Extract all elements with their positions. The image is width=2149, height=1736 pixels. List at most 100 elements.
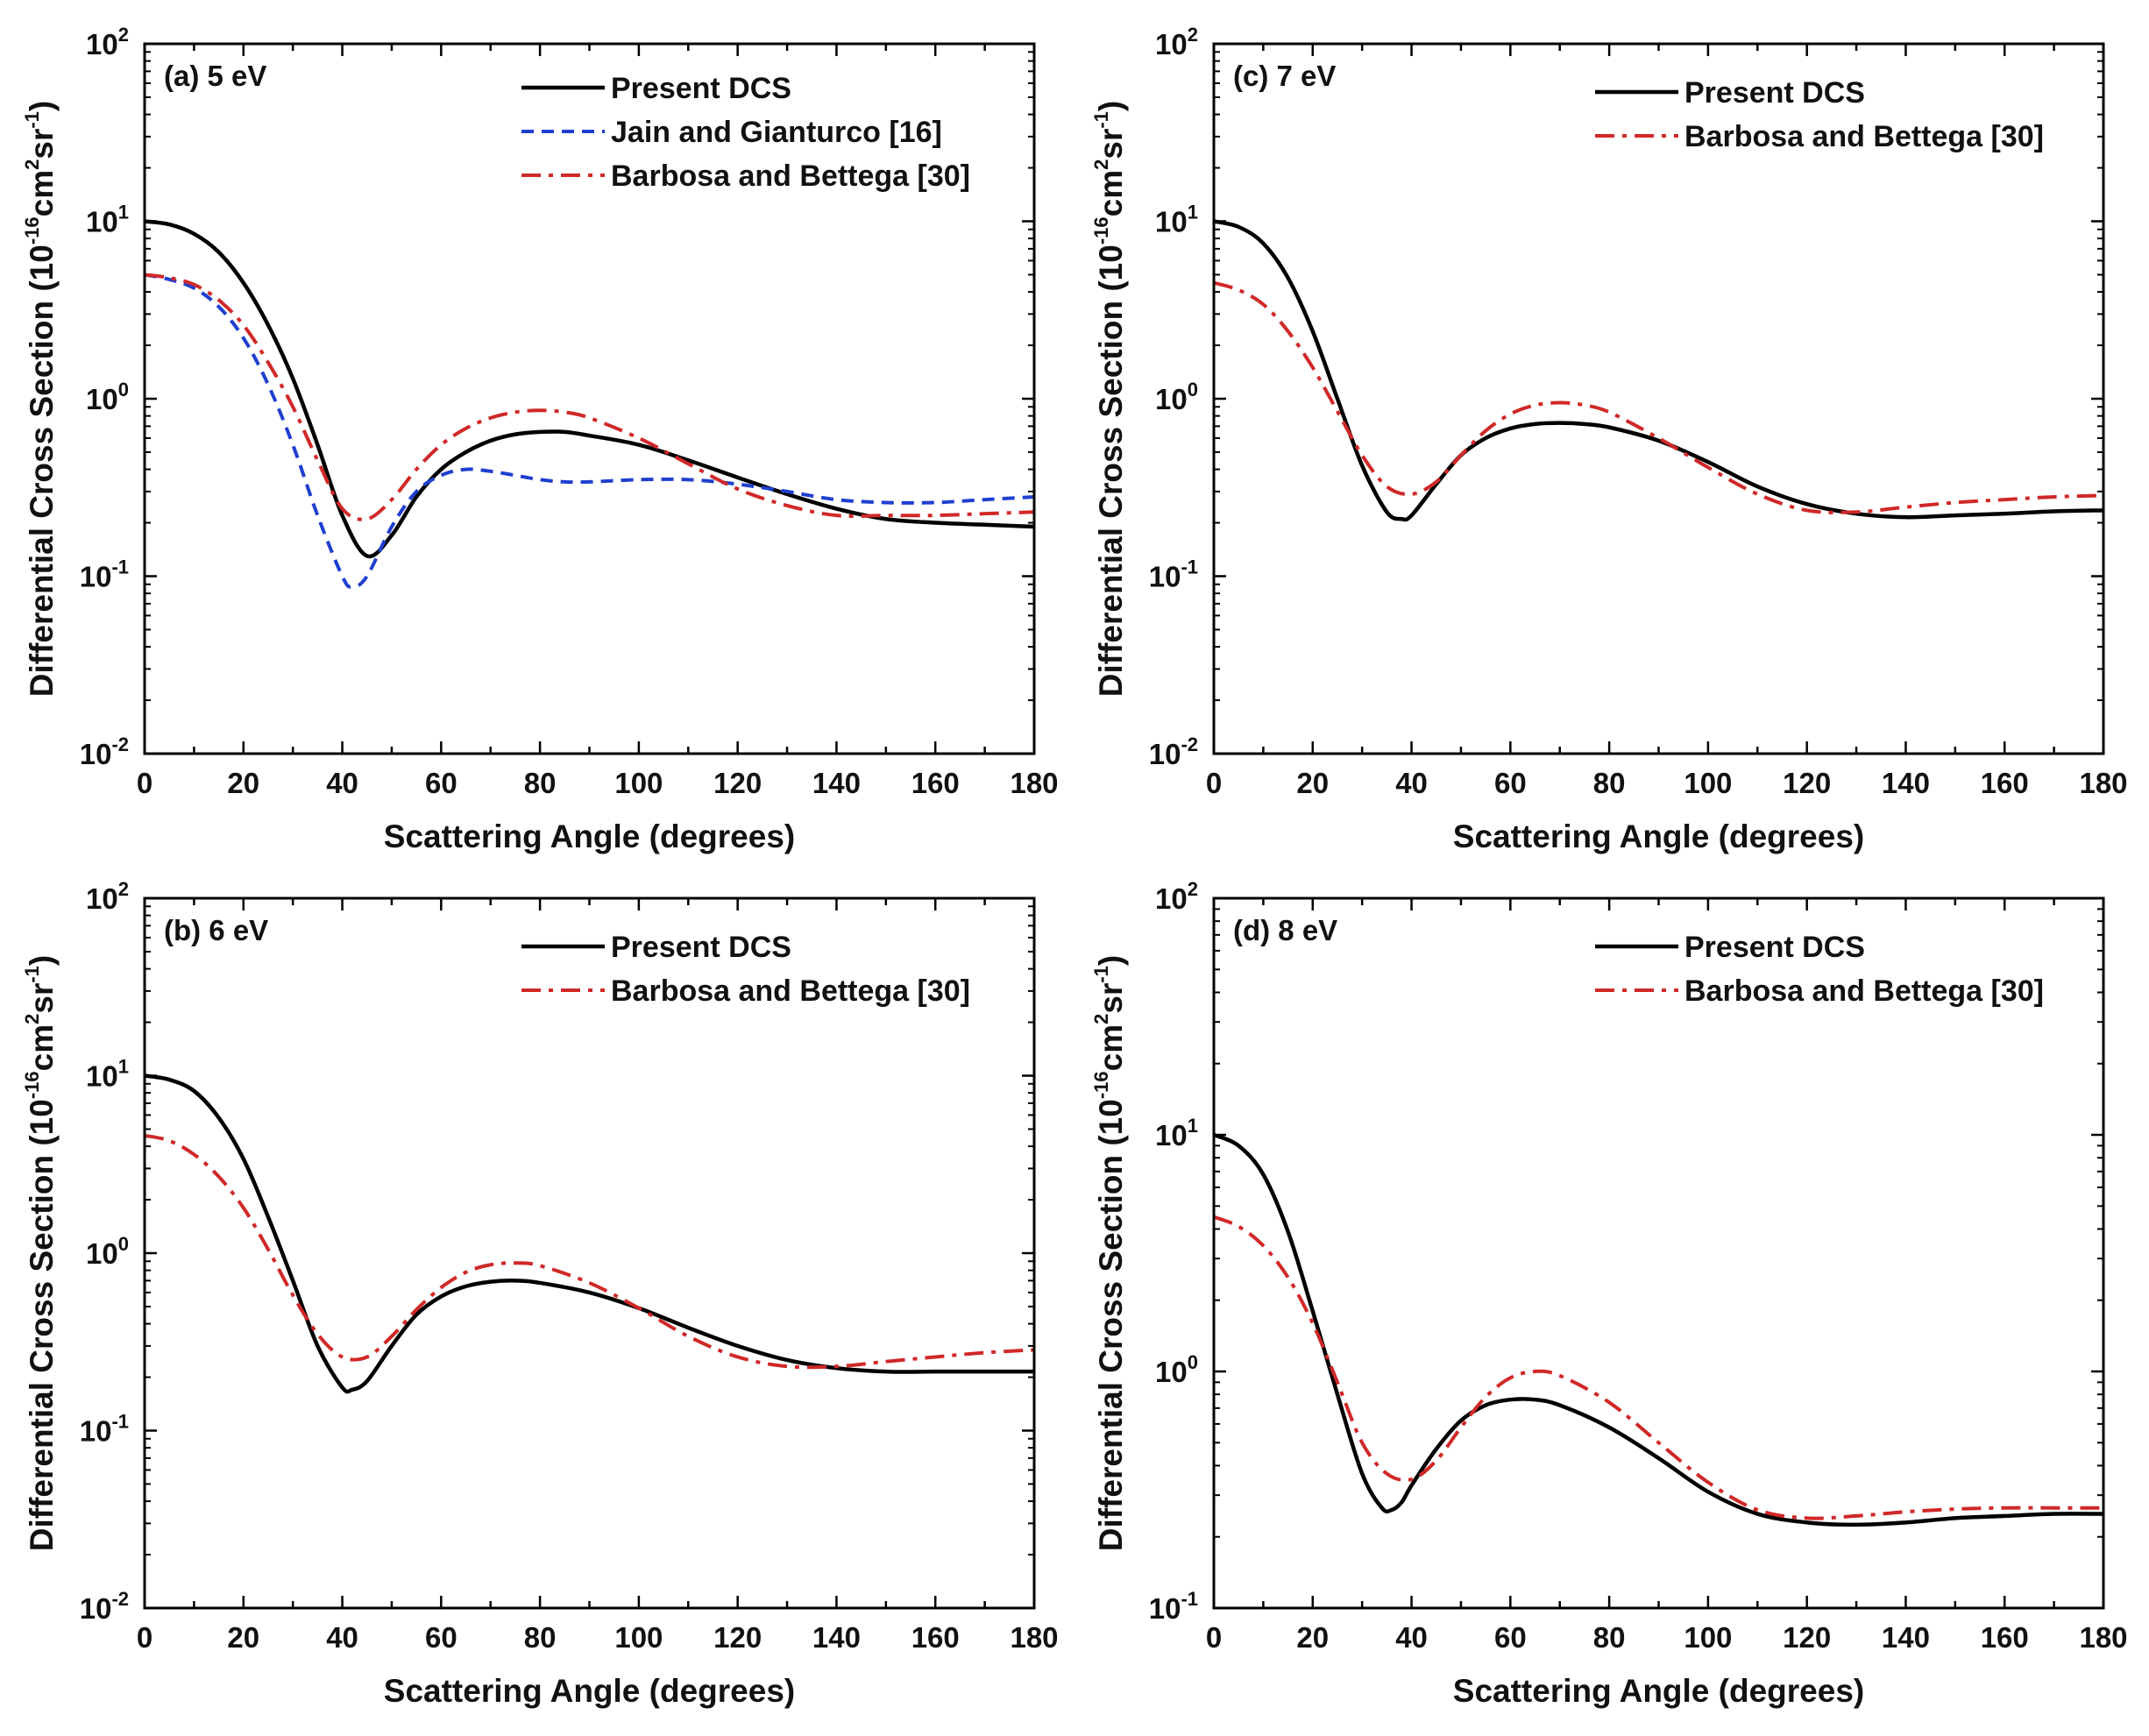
legend-entry: Barbosa and Bettega [30] (611, 159, 970, 193)
y-tick-label: 100 (86, 379, 129, 415)
x-tick-label: 80 (1593, 767, 1626, 799)
plot-frame (143, 42, 1036, 755)
series-line-present-dcs (1214, 1132, 2103, 1527)
x-tick-label: 20 (227, 1621, 259, 1654)
x-tick-label: 180 (1010, 767, 1058, 799)
series-line-barbosa-and-bettega-30 (145, 1133, 1034, 1370)
x-tick-label: 180 (2079, 1621, 2127, 1654)
series-line-present-dcs (1214, 219, 2103, 522)
series-line-jain-and-gianturco-16 (145, 273, 1034, 589)
plot-frame (1212, 42, 2105, 755)
x-tick-label: 0 (137, 767, 152, 799)
x-axis-title: Scattering Angle (degrees) (1453, 1673, 1864, 1709)
legend: Present DCS Barbosa and Bettega [30] (1595, 76, 2044, 153)
x-tick-label: 100 (1684, 767, 1732, 799)
x-tick-label: 100 (1684, 1621, 1732, 1654)
y-tick-label: 102 (86, 878, 129, 915)
y-tick-label: 101 (86, 1056, 129, 1093)
x-tick-label: 0 (137, 1621, 152, 1654)
x-tick-label: 40 (326, 1621, 358, 1654)
x-tick-label: 20 (1296, 767, 1329, 799)
x-tick-label: 40 (1395, 1621, 1428, 1654)
legend-entry: Present DCS (611, 72, 791, 105)
series-line-present-dcs (145, 1073, 1034, 1394)
x-axis-title: Scattering Angle (degrees) (384, 1673, 795, 1709)
x-tick-label: 140 (812, 767, 861, 799)
y-axis-title: Differential Cross Section (10-16cm2sr-1… (21, 955, 60, 1552)
x-tick-label: 60 (425, 767, 457, 799)
y-tick-label: 10-1 (1149, 1588, 1198, 1625)
legend: Present DCS Jain and Gianturco [16] Barbos… (521, 72, 970, 193)
legend-entry: Barbosa and Bettega [30] (1684, 120, 2044, 153)
x-tick-label: 160 (1981, 767, 2029, 799)
panel-label: (a) 5 eV (164, 60, 266, 92)
panel-label: (c) 7 eV (1233, 60, 1336, 92)
y-tick-label: 10-1 (80, 556, 129, 593)
x-tick-label: 100 (614, 767, 663, 799)
x-tick-label: 60 (1494, 1621, 1527, 1654)
x-tick-label: 120 (1783, 1621, 1831, 1654)
legend-entry: Jain and Gianturco [16] (611, 116, 942, 149)
series-line-present-dcs (145, 219, 1034, 559)
x-tick-label: 140 (812, 1621, 861, 1654)
x-tick-label: 80 (524, 1621, 557, 1654)
x-tick-label: 100 (614, 1621, 663, 1654)
plot-frame (1212, 896, 2105, 1610)
legend-entry: Present DCS (611, 931, 791, 964)
chart-panel-2: 0 20 40 60 80 100 120 140 160 180 10-2 10-1 100 101 10… (1090, 24, 2128, 854)
x-tick-label: 20 (1296, 1621, 1329, 1654)
x-axis-title: Scattering Angle (degrees) (1453, 818, 1864, 854)
chart-panel-4: 0 20 40 60 80 100 120 140 160 180 10-1 100 101 102 (d)… (1090, 878, 2128, 1709)
x-tick-label: 160 (1981, 1621, 2029, 1654)
legend: Present DCS Barbosa and Bettega [30] (521, 931, 970, 1008)
panel-label: (d) 8 eV (1233, 914, 1337, 946)
x-tick-label: 180 (2079, 767, 2127, 799)
legend-entry: Present DCS (1684, 931, 1865, 964)
y-axis-title: Differential Cross Section (10-16cm2sr-1… (21, 101, 60, 698)
series-line-barbosa-and-bettega-30 (145, 273, 1034, 521)
legend-entry: Present DCS (1684, 76, 1865, 110)
y-tick-label: 10-2 (80, 1588, 129, 1625)
x-tick-label: 120 (713, 1621, 762, 1654)
plot-frame (143, 896, 1036, 1610)
series-line-barbosa-and-bettega-30 (1214, 1215, 2103, 1520)
x-tick-label: 140 (1882, 1621, 1930, 1654)
x-tick-label: 80 (1593, 1621, 1626, 1654)
y-tick-label: 101 (1155, 202, 1198, 238)
x-tick-label: 160 (911, 767, 960, 799)
x-tick-label: 0 (1206, 767, 1222, 799)
y-axis-title: Differential Cross Section (10-16cm2sr-1… (1090, 955, 1129, 1552)
y-tick-label: 10-2 (80, 733, 129, 770)
x-tick-label: 80 (524, 767, 557, 799)
x-axis-title: Scattering Angle (degrees) (384, 818, 795, 854)
y-tick-label: 101 (1155, 1115, 1198, 1151)
y-axis-title: Differential Cross Section (10-16cm2sr-1… (1090, 101, 1129, 698)
x-tick-label: 20 (227, 767, 259, 799)
y-tick-label: 100 (1155, 379, 1198, 415)
x-tick-label: 120 (713, 767, 762, 799)
y-tick-label: 10-1 (1149, 556, 1198, 593)
y-tick-label: 100 (1155, 1351, 1198, 1388)
x-tick-label: 40 (1395, 767, 1428, 799)
y-tick-label: 10-2 (1149, 733, 1198, 770)
y-tick-label: 10-1 (80, 1411, 129, 1448)
x-tick-label: 160 (911, 1621, 960, 1654)
legend-entry: Barbosa and Bettega [30] (1684, 974, 2044, 1008)
panel-label: (b) 6 eV (164, 914, 268, 946)
x-tick-label: 60 (1494, 767, 1527, 799)
y-tick-label: 102 (1155, 24, 1198, 60)
x-tick-label: 60 (425, 1621, 457, 1654)
x-tick-label: 0 (1206, 1621, 1222, 1654)
y-tick-label: 101 (86, 202, 129, 238)
legend-entry: Barbosa and Bettega [30] (611, 974, 970, 1008)
legend: Present DCS Barbosa and Bettega [30] (1595, 931, 2044, 1008)
y-tick-label: 102 (86, 24, 129, 60)
x-tick-label: 180 (1010, 1621, 1058, 1654)
series-line-barbosa-and-bettega-30 (1214, 280, 2103, 514)
y-tick-label: 102 (1155, 878, 1198, 915)
x-tick-label: 140 (1882, 767, 1930, 799)
x-tick-label: 120 (1783, 767, 1831, 799)
x-tick-label: 40 (326, 767, 358, 799)
chart-panel-3: 0 20 40 60 80 100 120 140 160 180 10-2 10-1 100 101 10… (21, 878, 1059, 1709)
